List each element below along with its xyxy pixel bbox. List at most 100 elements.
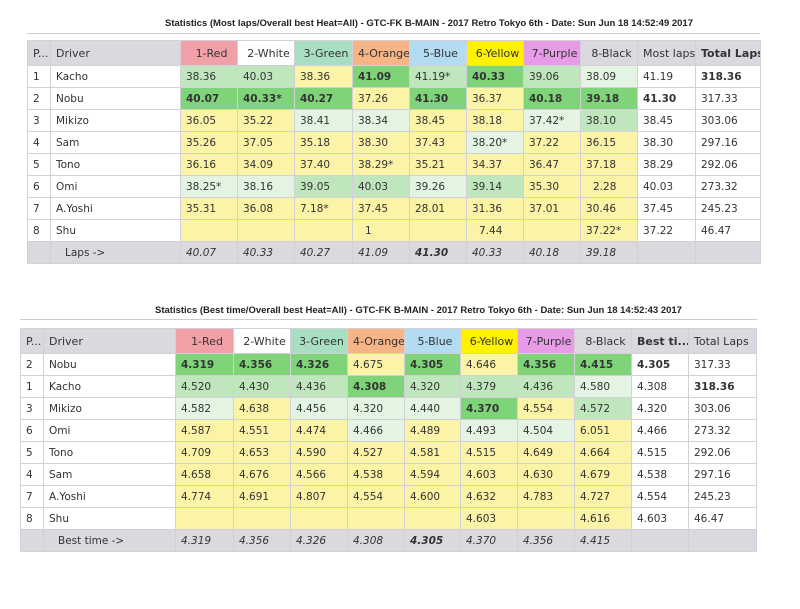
lap-cell: 40.03 — [237, 65, 295, 88]
driver-name: Kacho — [50, 65, 181, 88]
position-cell: 5 — [20, 441, 44, 464]
column-header[interactable]: Best ti... — [631, 328, 689, 354]
table1-divider — [27, 33, 760, 34]
lap-cell — [290, 507, 348, 530]
lap-cell — [517, 507, 575, 530]
column-header[interactable]: 4-Orange — [352, 40, 410, 66]
lap-cell: 35.18 — [294, 131, 353, 154]
lap-cell: 34.09 — [237, 153, 295, 176]
table-row: 4 Sam 4.658 4.676 4.566 4.538 4.594 4.603 4.630 4… — [20, 463, 757, 486]
lap-cell: 4.356 — [517, 353, 575, 376]
lap-cell: 4.603 — [460, 507, 518, 530]
lap-cell: 40.18 — [523, 87, 581, 110]
column-header[interactable]: P... — [20, 328, 44, 354]
footer-value: 40.18 — [523, 241, 581, 264]
total-laps-cell: 273.32 — [688, 419, 757, 442]
column-header[interactable]: 6-Yellow — [466, 40, 524, 66]
column-header[interactable]: 8-Black — [574, 328, 632, 354]
footer-spacer — [688, 529, 757, 552]
driver-name: Mikizo — [50, 109, 181, 132]
column-header[interactable]: Driver — [50, 40, 181, 66]
best-cell: 4.305 — [631, 353, 689, 376]
column-header[interactable]: Total Laps — [695, 40, 761, 66]
driver-name: Tono — [43, 441, 176, 464]
lap-cell: 38.20* — [466, 131, 524, 154]
lap-cell: 4.638 — [233, 397, 291, 420]
column-header[interactable]: 1-Red — [175, 328, 234, 354]
table2-title: Statistics (Best time/Overall best Heat=… — [155, 305, 682, 316]
lap-cell: 4.646 — [460, 353, 518, 376]
column-header[interactable]: Total Laps — [688, 328, 757, 354]
column-header[interactable]: 7-Purple — [523, 40, 581, 66]
best-cell: 4.308 — [631, 375, 689, 398]
lap-cell: 4.436 — [290, 375, 348, 398]
lap-cell: 6.051 — [574, 419, 632, 442]
footer-value: 41.09 — [352, 241, 410, 264]
best-cell: 4.515 — [631, 441, 689, 464]
position-cell: 1 — [27, 65, 51, 88]
position-cell: 3 — [20, 397, 44, 420]
column-header[interactable]: 5-Blue — [409, 40, 467, 66]
total-laps-cell: 46.47 — [695, 219, 761, 242]
column-header[interactable]: 4-Orange — [347, 328, 405, 354]
footer-label: Best time -> — [43, 529, 176, 552]
lap-cell: 4.807 — [290, 485, 348, 508]
lap-cell: 4.653 — [233, 441, 291, 464]
lap-cell: 4.415 — [574, 353, 632, 376]
total-laps-cell: 318.36 — [688, 375, 757, 398]
lap-cell: 4.675 — [347, 353, 405, 376]
total-laps-cell: 292.06 — [688, 441, 757, 464]
column-header[interactable]: 2-White — [237, 40, 295, 66]
column-header[interactable]: Most laps — [637, 40, 696, 66]
column-header[interactable]: 1-Red — [180, 40, 238, 66]
lap-cell: 39.06 — [523, 65, 581, 88]
total-laps-cell: 46.47 — [688, 507, 757, 530]
lap-cell: 4.590 — [290, 441, 348, 464]
lap-cell: 4.600 — [404, 485, 461, 508]
lap-cell: 7.44 — [466, 219, 524, 242]
column-header[interactable]: P... — [27, 40, 51, 66]
lap-cell: 4.305 — [404, 353, 461, 376]
table-row: 7 A.Yoshi 35.31 36.08 7.18* 37.45 28.01 31.36 37… — [27, 197, 761, 220]
lap-cell: 4.603 — [460, 463, 518, 486]
total-laps-cell: 318.36 — [695, 65, 761, 88]
column-header[interactable]: 3-Green — [290, 328, 348, 354]
total-laps-cell: 303.06 — [688, 397, 757, 420]
column-header[interactable]: Driver — [43, 328, 176, 354]
best-cell: 38.29 — [637, 153, 696, 176]
lap-cell — [523, 219, 581, 242]
position-cell: 8 — [27, 219, 51, 242]
lap-cell: 35.26 — [180, 131, 238, 154]
table-row: 2 Nobu 40.07 40.33* 40.27 37.26 41.30 36.37 40.1… — [27, 87, 761, 110]
footer-value: 4.326 — [290, 529, 348, 552]
total-laps-cell: 273.32 — [695, 175, 761, 198]
table-row: 5 Tono 4.709 4.653 4.590 4.527 4.581 4.515 4.649… — [20, 441, 757, 464]
column-header[interactable]: 8-Black — [580, 40, 638, 66]
lap-cell: 34.37 — [466, 153, 524, 176]
lap-cell: 4.326 — [290, 353, 348, 376]
lap-cell: 38.41 — [294, 109, 353, 132]
best-cell: 37.22 — [637, 219, 696, 242]
best-cell: 4.554 — [631, 485, 689, 508]
table-row: 1 Kacho 38.36 40.03 38.36 41.09 41.19* 40.33 39.… — [27, 65, 761, 88]
lap-cell — [180, 219, 238, 242]
driver-name: Tono — [50, 153, 181, 176]
footer-value: 4.415 — [574, 529, 632, 552]
column-header[interactable]: 6-Yellow — [460, 328, 518, 354]
lap-cell: 37.05 — [237, 131, 295, 154]
lap-cell: 38.16 — [237, 175, 295, 198]
header-row: P... Driver 1-Red 2-White 3-Green 4-Orange 5-B… — [20, 328, 757, 354]
most-laps-table: P... Driver 1-Red 2-White 3-Green 4-Orange 5-B… — [27, 40, 761, 264]
column-header[interactable]: 3-Green — [294, 40, 353, 66]
lap-cell: 40.03 — [352, 175, 410, 198]
column-header[interactable]: 5-Blue — [404, 328, 461, 354]
best-cell: 41.19 — [637, 65, 696, 88]
lap-cell: 39.26 — [409, 175, 467, 198]
driver-name: Shu — [43, 507, 176, 530]
lap-cell: 38.29* — [352, 153, 410, 176]
lap-cell: 4.319 — [175, 353, 234, 376]
lap-cell: 31.36 — [466, 197, 524, 220]
lap-cell: 4.370 — [460, 397, 518, 420]
column-header[interactable]: 2-White — [233, 328, 291, 354]
column-header[interactable]: 7-Purple — [517, 328, 575, 354]
